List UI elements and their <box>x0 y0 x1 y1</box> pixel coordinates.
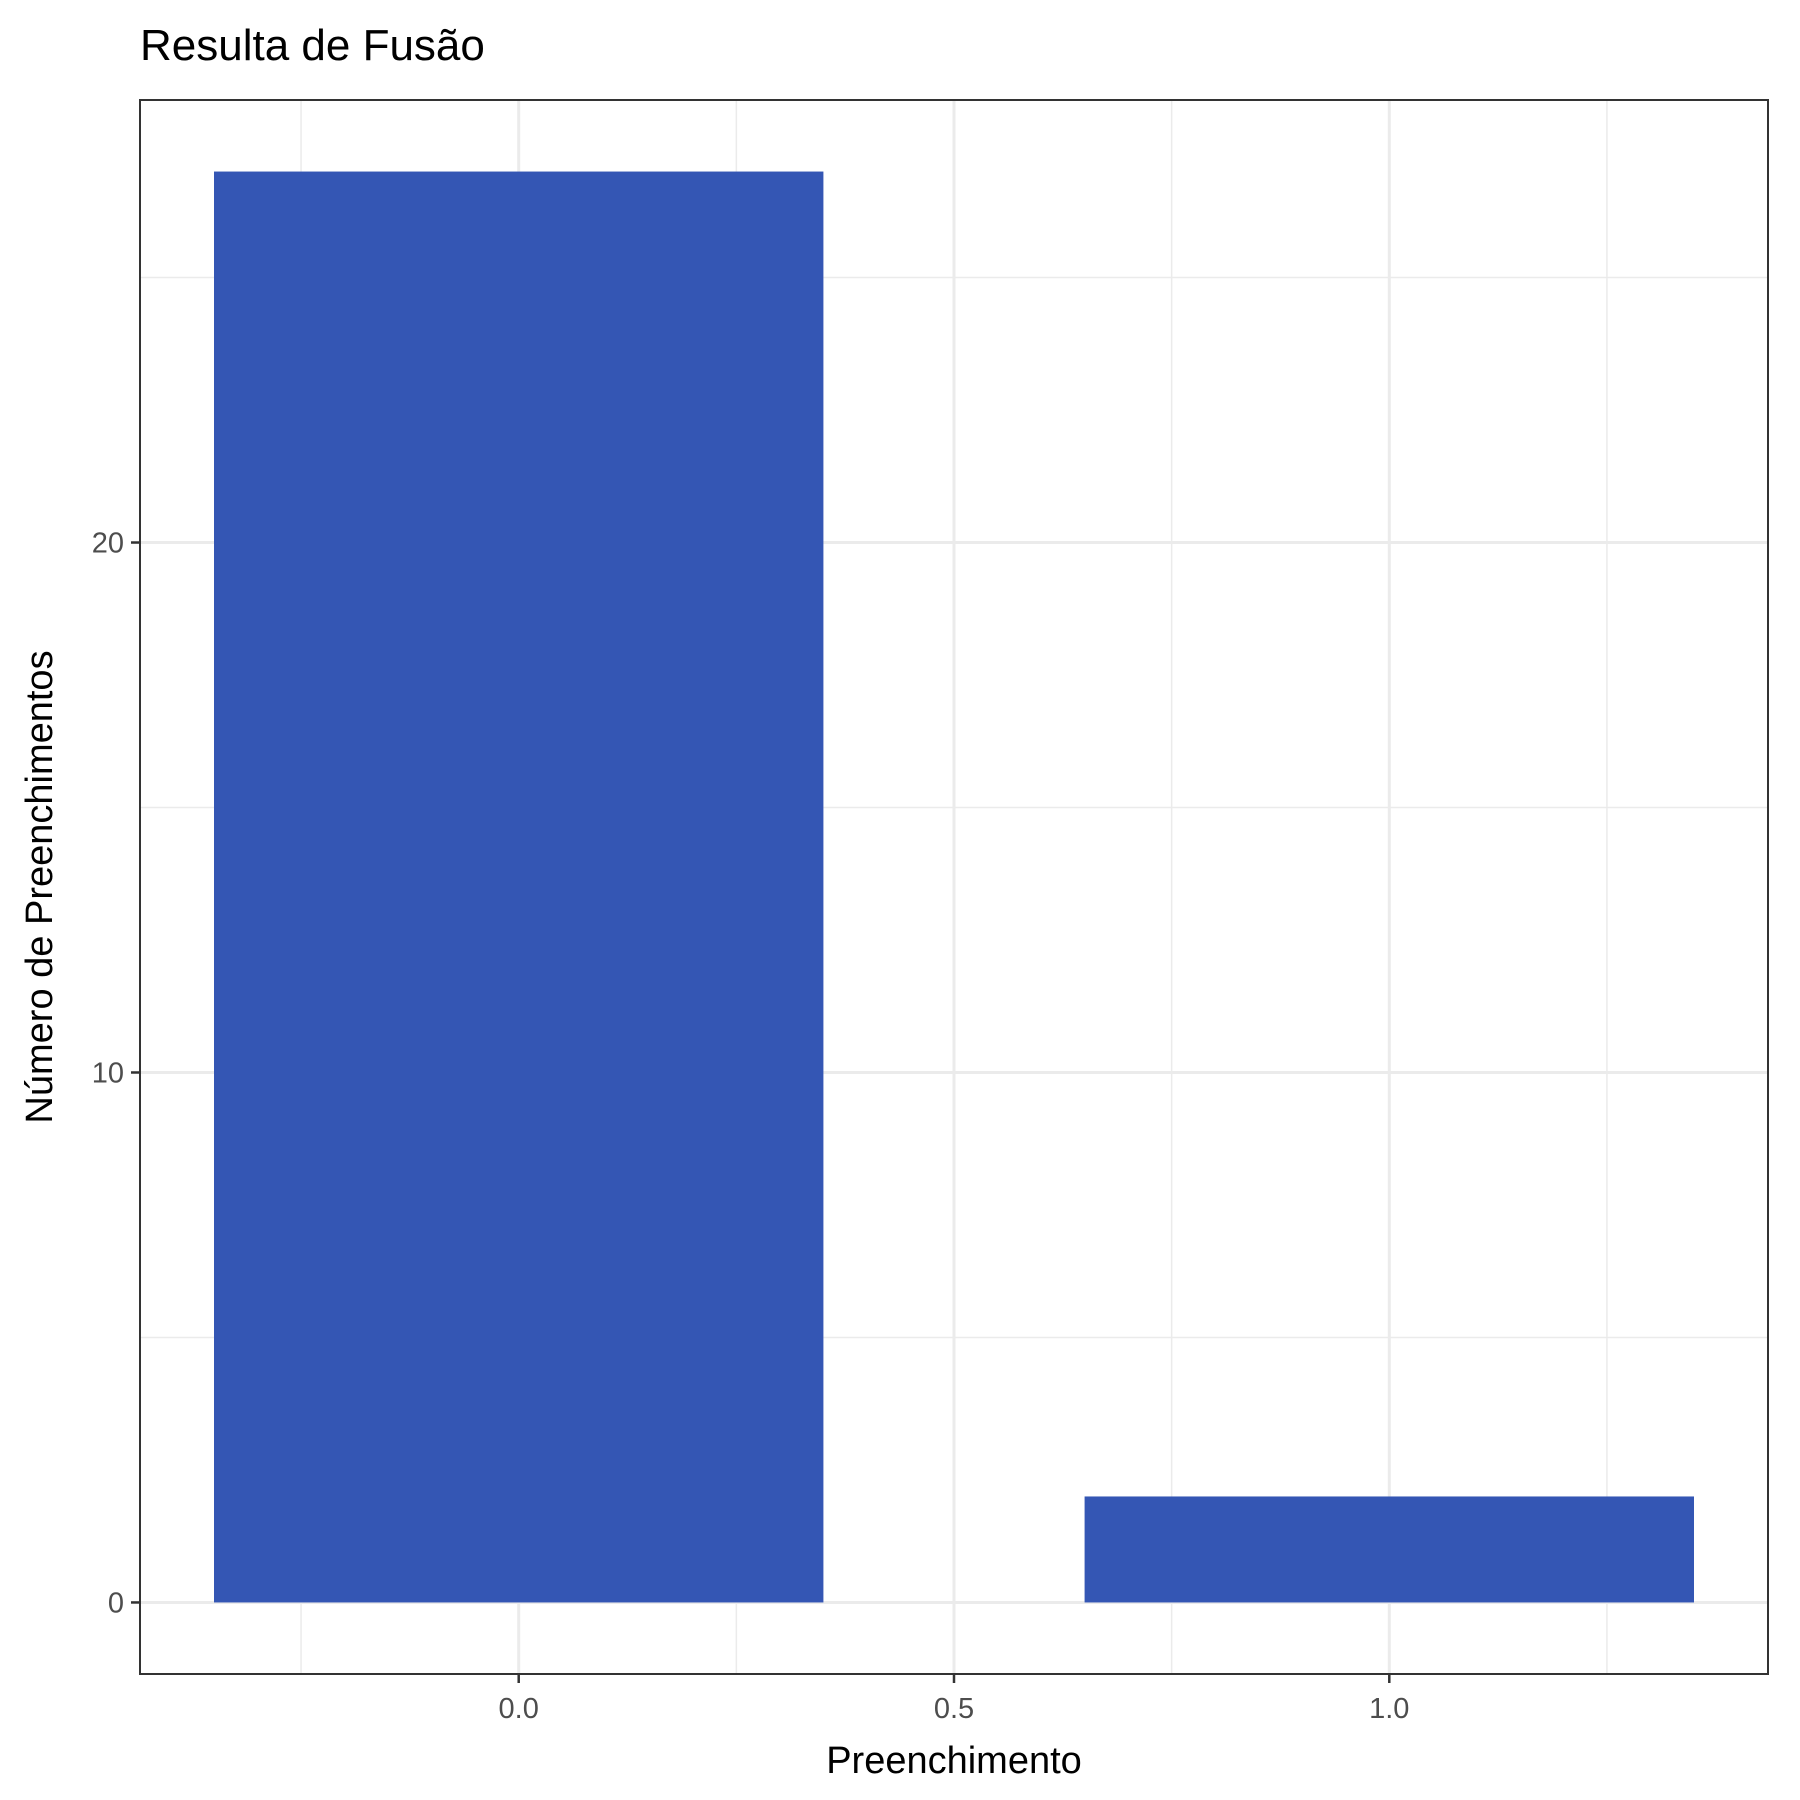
x-axis-title: Preenchimento <box>826 1740 1082 1782</box>
axis-ticks: 0.0 0.5 1.0 0 10 20 <box>92 528 1410 1725</box>
x-tick-label: 0.5 <box>934 1693 974 1725</box>
chart-title: Resulta de Fusão <box>140 21 485 70</box>
y-tick-label: 0 <box>108 1587 124 1619</box>
y-tick-label: 10 <box>92 1057 124 1089</box>
x-tick-label: 0.0 <box>499 1693 539 1725</box>
y-tick-label: 20 <box>92 528 124 560</box>
bar <box>1084 1496 1694 1603</box>
x-tick-label: 1.0 <box>1369 1693 1409 1725</box>
panel-border <box>139 99 1769 1675</box>
bar <box>214 171 824 1603</box>
bars-group <box>214 171 1694 1603</box>
y-axis-title: Número de Preenchimentos <box>19 650 61 1123</box>
